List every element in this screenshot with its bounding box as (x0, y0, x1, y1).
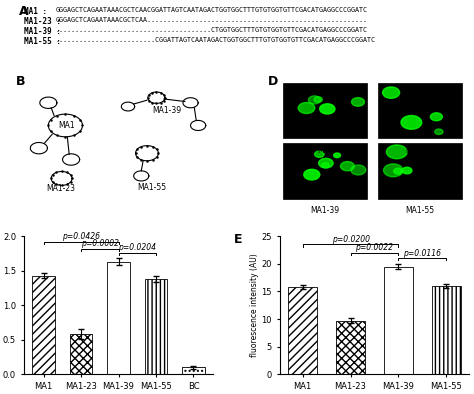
Text: MA1 :: MA1 : (24, 7, 47, 16)
Circle shape (315, 151, 324, 157)
Text: E: E (234, 233, 243, 246)
Circle shape (383, 87, 400, 98)
Bar (336, 321, 365, 374)
Circle shape (351, 165, 366, 175)
Bar (378, 143, 462, 199)
Bar (32, 275, 55, 374)
Circle shape (308, 96, 320, 104)
Circle shape (394, 168, 402, 174)
Circle shape (352, 98, 365, 106)
Text: MA1-23: MA1-23 (46, 184, 75, 193)
Bar (283, 83, 367, 138)
Bar (288, 287, 317, 374)
Text: p=0.0116: p=0.0116 (403, 249, 441, 258)
Text: MA1: MA1 (58, 121, 74, 130)
Bar (432, 286, 461, 374)
Circle shape (386, 145, 407, 159)
Text: .......................................CTGGTGGCTTTGTGTGGTGTTCGACATGAGGCCCGGATC: .......................................C… (56, 27, 368, 33)
Text: MA1-39: MA1-39 (153, 106, 182, 115)
Bar (283, 143, 367, 199)
Circle shape (321, 163, 329, 168)
Text: p=0.0426: p=0.0426 (62, 232, 100, 241)
Text: A: A (19, 5, 29, 18)
Circle shape (298, 102, 315, 113)
Text: MA1-39: MA1-39 (310, 206, 340, 215)
Bar (145, 279, 167, 374)
Text: B: B (16, 75, 26, 88)
Bar (107, 262, 130, 374)
Circle shape (340, 162, 355, 171)
Circle shape (401, 115, 422, 129)
Text: MA1-55: MA1-55 (405, 206, 435, 215)
Bar (70, 334, 92, 374)
Circle shape (430, 113, 442, 121)
Text: p=0.0002: p=0.0002 (81, 239, 119, 248)
Text: MA1-23: MA1-23 (405, 146, 435, 154)
Circle shape (314, 97, 322, 102)
Circle shape (383, 164, 403, 177)
Text: MA1: MA1 (317, 146, 334, 154)
Circle shape (435, 129, 443, 134)
Circle shape (304, 169, 320, 180)
Circle shape (319, 158, 333, 168)
Circle shape (334, 153, 340, 158)
Text: .........................CGGATTAGTCAATAGACTGGTGGCTTTGTGTGGTGTTCGACATGAGGCCCGGATC: .........................CGGATTAGTCAATAG… (56, 37, 376, 43)
Y-axis label: fluorescence intensity (AU): fluorescence intensity (AU) (250, 253, 259, 357)
Text: GGGAGCTCAGAATAAACGCTCAACGGATTAGTCAATAGACTGGTGGCTTTGTGTGGTGTTCGACATGAGGCCCGGATC: GGGAGCTCAGAATAAACGCTCAACGGATTAGTCAATAGAC… (56, 7, 368, 13)
Circle shape (319, 104, 335, 114)
Text: MA1-55 :: MA1-55 : (24, 37, 61, 46)
Text: MA1-39 :: MA1-39 : (24, 27, 61, 36)
Text: p=0.0204: p=0.0204 (118, 243, 156, 252)
Text: p=0.0022: p=0.0022 (356, 243, 393, 252)
Text: D: D (268, 75, 279, 88)
Text: MA1-55: MA1-55 (137, 183, 166, 192)
Bar (182, 367, 205, 374)
Text: MA1-23 :: MA1-23 : (24, 17, 61, 26)
Text: p=0.0200: p=0.0200 (331, 235, 370, 244)
Bar (378, 83, 462, 138)
Circle shape (402, 167, 412, 174)
Text: GGGAGCTCAGAATAAACGCTCAA.......................................................: GGGAGCTCAGAATAAACGCTCAA.................… (56, 17, 368, 23)
Bar (384, 267, 413, 374)
